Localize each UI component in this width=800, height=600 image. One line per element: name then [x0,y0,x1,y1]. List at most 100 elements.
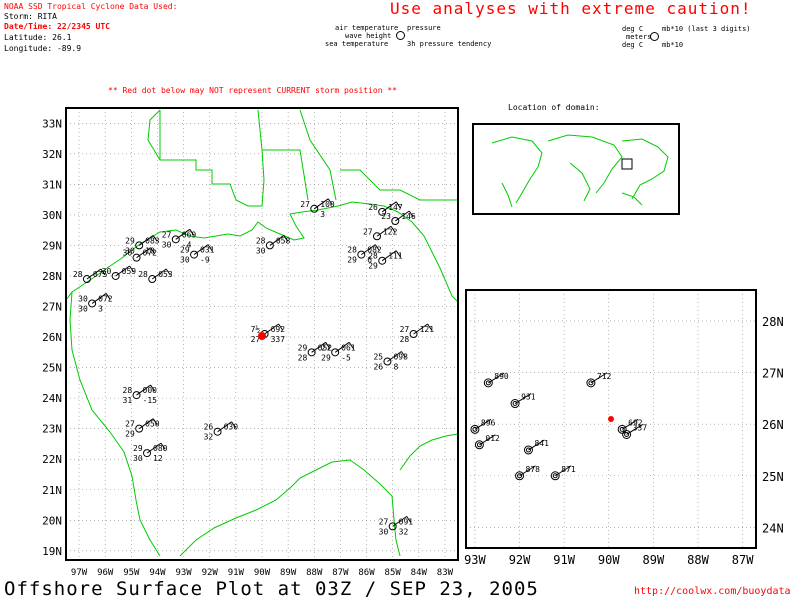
station-value: 28 [347,246,357,255]
station-circle [378,256,387,265]
wind-barb [392,515,407,527]
station-circle [132,391,141,400]
lat-tick-label: 33N [42,117,62,130]
wind-barb-flag [374,244,380,251]
station-value: 30 [133,454,143,463]
station-value: 26 [373,362,383,371]
zoom-station-circle [474,440,484,450]
lat-tick-label: 30N [42,209,62,222]
wind-barb [217,421,232,433]
wind-barb [175,228,191,240]
wind-barb [264,323,279,335]
station-circle [88,299,97,308]
station-plot: 28 053 [138,268,173,284]
zoom-wind-barb [621,418,639,430]
wind-barb [376,225,392,237]
station-value: 3 [320,210,325,219]
station-value: 061 [341,343,356,352]
main-map-coastline [65,109,459,557]
station-value: 075 [93,270,108,279]
wind-barb [387,351,402,362]
wind-barb [115,265,130,277]
station-value: -5 [341,353,351,362]
lon-tick-label: 84W [411,568,428,578]
wind-barb-flag [348,342,354,349]
wind-barb-flag [129,265,135,273]
zoom-lat-tick-label: 28N [762,315,784,329]
zoom-station-value: 896 [481,418,496,427]
zoom-station-inner-circle [624,431,630,437]
zoom-station-inner-circle [619,426,625,432]
station-value: 30 [102,267,112,276]
station-value: -9 [200,256,210,265]
station-circle [310,204,319,213]
zoom-lon-tick-label: 91W [553,553,575,567]
storm-position-warning: ** Red dot below may NOT represent CURRE… [108,86,397,95]
wind-barb-flag [207,244,213,251]
zoom-station-value: 692 [628,418,643,427]
wind-barb [138,235,154,246]
wind-barb [413,323,428,335]
station-plot: 26 030 32 [204,421,238,442]
zoom-lon-tick-label: 92W [509,553,531,567]
wind-barb-flag [152,418,158,425]
station-value: 30 [125,246,135,255]
zoom-storm-position-marker [608,416,614,422]
station-value: 122 [383,227,398,236]
lat-tick-label: 19N [42,545,62,558]
station-value: -15 [143,396,158,405]
lat-tick-label: 32N [42,148,62,161]
wind-barb [193,244,209,256]
wind-barb-flag [150,384,155,392]
legend-sea-temp: sea temperature [325,40,389,48]
zoom-station-circle [617,424,627,434]
station-value: 29 [321,353,331,362]
storm-latitude: Latitude: 26.1 [4,33,72,42]
station-circle [265,241,274,250]
station-value: 091 [399,517,414,526]
station-plot: 30 072 [123,247,157,262]
wind-barb [313,198,329,210]
wind-barb-flag [165,268,171,276]
station-value: 058 [276,236,291,245]
wind-barb [86,268,102,280]
source-url-link[interactable]: http://coolwx.com/buoydata [634,586,791,597]
zoom-station-value: 337 [633,423,648,432]
zoom-station-plot: 712 [586,372,612,388]
station-value: 29 [125,430,135,439]
zoom-station-inner-circle [517,473,523,479]
station-value: 27 [162,230,172,239]
wind-barb-flag [325,342,331,349]
station-value: 30 [256,246,266,255]
storm-longitude: Longitude: -89.9 [4,44,82,53]
legend-units-degc-1: deg C [622,25,644,33]
wind-barb [146,442,162,454]
station-value: 29 [133,444,143,453]
zoom-station-value: 841 [534,439,549,448]
station-value: 27 [363,227,373,236]
zoom-station-value: 878 [526,465,541,474]
zoom-station-plot: 337 [622,423,648,439]
zoom-wind-barb [554,465,572,477]
station-value: 31 [123,396,133,405]
zoom-wind-barb [528,439,545,451]
zoom-station-inner-circle [588,380,594,386]
zoom-station-inner-circle [476,442,482,448]
legend-units-degc-2: deg C [622,41,644,49]
zoom-station-circle [622,429,632,439]
legend-air-temp: air temperature [335,24,399,32]
wind-barb-flag [406,516,412,523]
station-value: 098 [393,352,408,361]
zoom-station-plot: 012 [474,434,500,450]
station-circle [409,330,418,338]
zoom-station-inner-circle [472,426,478,432]
zoom-wind-barb [590,372,608,384]
station-value: 30 [123,249,133,258]
station-value: 082 [367,246,382,255]
zoom-station-circle [550,471,560,481]
zoom-station-value: 890 [494,372,509,381]
zoom-station-circle [483,378,493,388]
zoom-wind-barb [479,434,496,446]
zoom-station-plot: 931 [510,393,536,409]
